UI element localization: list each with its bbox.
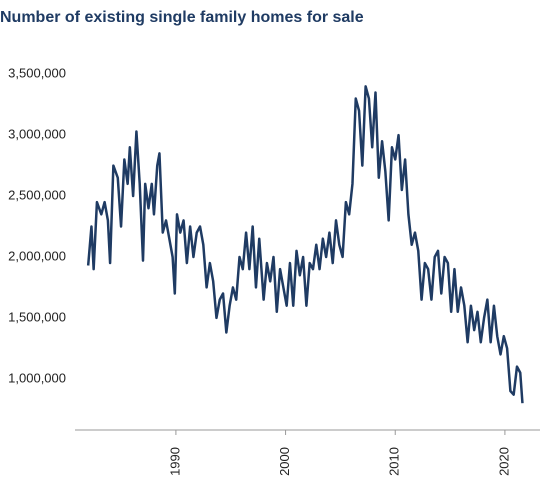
y-tick-label: 2,000,000 [8, 248, 66, 263]
x-tick-label: 2000 [277, 447, 292, 476]
x-tick-label: 2020 [496, 447, 511, 476]
x-tick-label: 2010 [387, 447, 402, 476]
y-tick-label: 1,500,000 [8, 309, 66, 324]
y-tick-label: 1,000,000 [8, 370, 66, 385]
y-tick-label: 3,500,000 [8, 66, 66, 81]
y-tick-label: 3,000,000 [8, 127, 66, 142]
chart-title: Number of existing single family homes f… [0, 9, 364, 26]
x-tick-label: 1990 [167, 447, 182, 476]
line [86, 85, 524, 404]
y-tick-label: 2,500,000 [8, 187, 66, 202]
